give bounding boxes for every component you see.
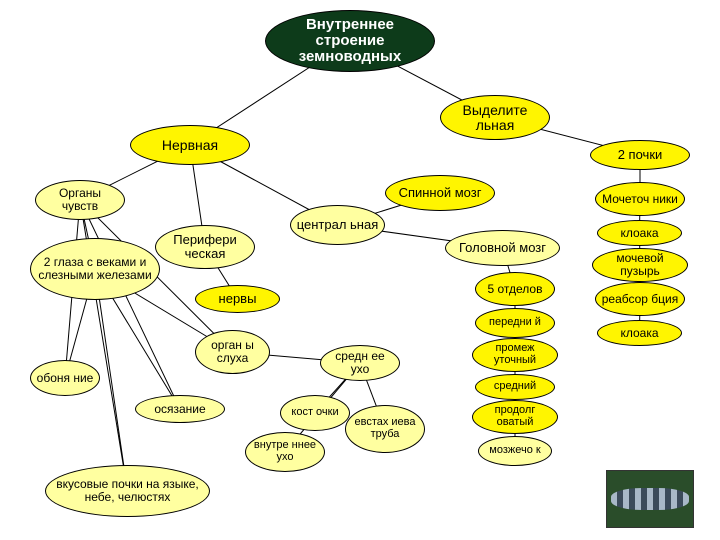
node-midear: средн ее ухо (320, 345, 400, 381)
node-reabs: реабсор бция (595, 282, 685, 316)
node-taste: вкусовые почки на языке, небе, челюстях (45, 465, 210, 517)
node-root: Внутреннее строение земноводных (265, 10, 435, 72)
node-bladder: мочевой пузырь (592, 248, 688, 282)
node-dien: промеж уточный (472, 338, 558, 372)
node-sec5: 5 отделов (475, 272, 555, 306)
node-kidneys: 2 почки (590, 140, 690, 170)
node-cereb: мозжечо к (478, 436, 552, 466)
node-medul: продолг оватый (472, 400, 558, 434)
node-touch: осязание (135, 395, 225, 423)
node-smell: обоня ние (30, 360, 100, 396)
node-organs: Органы чувств (35, 180, 125, 220)
node-bones: кост очки (280, 395, 350, 431)
amphibian-image (606, 470, 694, 528)
node-excr: Выделите льная (440, 95, 550, 140)
node-central: централ ьная (290, 205, 385, 245)
node-mid: средний (475, 374, 555, 400)
node-brain: Головной мозг (445, 230, 560, 266)
node-inear: внутре ннее ухо (245, 432, 325, 472)
node-eyes: 2 глаза с веками и слезными железами (30, 238, 160, 300)
node-ureters: Мочеточ ники (595, 182, 685, 216)
node-fore: передни й (475, 308, 555, 338)
node-cloaca2: клоака (597, 320, 682, 346)
node-nerv: Нервная (130, 125, 250, 165)
node-nerves: нервы (195, 285, 280, 313)
node-spinal: Спинной мозг (385, 175, 495, 211)
node-periph: Перифери ческая (155, 225, 255, 269)
caecilian-stripe (611, 488, 688, 510)
node-hear: орган ы слуха (195, 330, 270, 374)
diagram-stage: Внутреннее строение земноводных Нервная Вы… (0, 0, 720, 540)
node-cloaca1: клоака (597, 220, 682, 246)
node-eust: евстах иева труба (345, 405, 425, 453)
